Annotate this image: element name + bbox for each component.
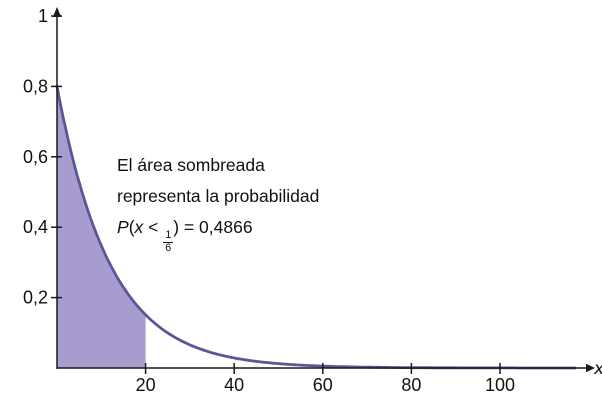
x-tick-label: 20 bbox=[136, 375, 156, 395]
prob-close-paren: ) bbox=[173, 217, 180, 237]
y-tick-label: 0,4 bbox=[23, 217, 48, 237]
shaded-area bbox=[57, 86, 146, 369]
prob-symbol: P bbox=[117, 217, 129, 237]
fraction-numerator: 1 bbox=[165, 228, 172, 241]
prob-less-than: < bbox=[143, 217, 164, 237]
x-tick-label: 100 bbox=[485, 375, 515, 395]
x-tick-label: 60 bbox=[313, 375, 333, 395]
annotation-line-1: El área sombreada bbox=[117, 155, 265, 175]
y-axis-arrow bbox=[52, 7, 62, 17]
prob-equals: = bbox=[179, 217, 200, 237]
y-tick-label: 0,8 bbox=[23, 76, 48, 96]
fraction-denominator: 6 bbox=[163, 241, 174, 254]
y-tick-label: 0,6 bbox=[23, 147, 48, 167]
annotation-probability-line: P(x < 1 6) = 0,4866 bbox=[117, 212, 319, 255]
x-tick-label: 40 bbox=[224, 375, 244, 395]
prob-open-paren: ( bbox=[128, 217, 135, 237]
x-axis-arrow bbox=[586, 363, 595, 373]
x-axis-variable-label: x bbox=[593, 359, 602, 379]
y-tick-label: 1 bbox=[38, 6, 48, 26]
y-tick-label: 0,2 bbox=[23, 288, 48, 308]
prob-variable: x bbox=[134, 217, 144, 237]
annotation-line-2: representa la probabilidad bbox=[117, 186, 320, 206]
x-tick-label: 80 bbox=[401, 375, 421, 395]
shaded-area-annotation: El área sombreada representa la probabil… bbox=[117, 150, 319, 255]
prob-value: 0,4866 bbox=[199, 217, 253, 237]
